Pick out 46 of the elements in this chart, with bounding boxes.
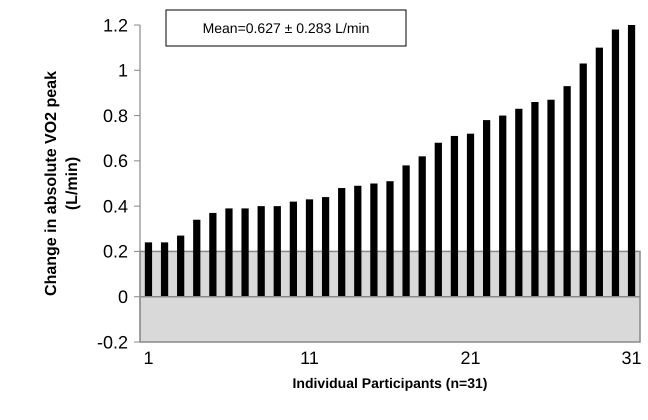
y-tick-label: 1.2 (102, 15, 128, 36)
bar (225, 208, 233, 297)
y-tick-label: -0.2 (96, 332, 128, 352)
y-axis-title: Change in absolute VO2 peak (L/min) (43, 70, 81, 296)
bar (177, 236, 184, 297)
bar (547, 100, 555, 297)
y-tick-label: 0.8 (102, 106, 128, 126)
x-tick-label: 1 (143, 348, 154, 368)
bar (628, 25, 636, 297)
y-tick-label: 0.6 (102, 151, 128, 172)
bar (596, 48, 603, 297)
bar (386, 181, 394, 297)
y-tick-label: 0.2 (102, 242, 128, 262)
bar (290, 202, 298, 297)
bar (193, 220, 200, 297)
bar (370, 184, 378, 297)
bar (466, 134, 474, 297)
x-axis-title: Individual Participants (n=31) (292, 375, 488, 391)
bar (209, 212, 216, 297)
bar (531, 102, 539, 297)
x-tick-label: 31 (622, 348, 642, 368)
y-tick-label: 0.4 (102, 196, 128, 216)
bar (354, 186, 362, 297)
bar (418, 156, 426, 297)
bar (515, 108, 522, 297)
bar (258, 206, 265, 297)
y-tick-label: 1 (118, 60, 128, 81)
bar (434, 142, 442, 297)
bar (144, 242, 152, 297)
bar (612, 30, 620, 297)
bar (580, 63, 587, 297)
x-tick-label: 21 (460, 348, 481, 368)
bar (402, 165, 410, 297)
x-tick-label: 11 (300, 348, 319, 368)
annotation: Mean=0.627 ± 0.283 L/min (202, 20, 370, 36)
bar (482, 120, 490, 297)
bar (322, 197, 330, 297)
bar (274, 206, 281, 297)
bar (450, 136, 458, 297)
bar (160, 242, 168, 297)
bar (338, 188, 346, 297)
bar (306, 199, 314, 297)
bar (564, 86, 571, 297)
y-tick-label: 0 (118, 287, 128, 308)
bar (499, 116, 506, 297)
bar (241, 208, 249, 297)
